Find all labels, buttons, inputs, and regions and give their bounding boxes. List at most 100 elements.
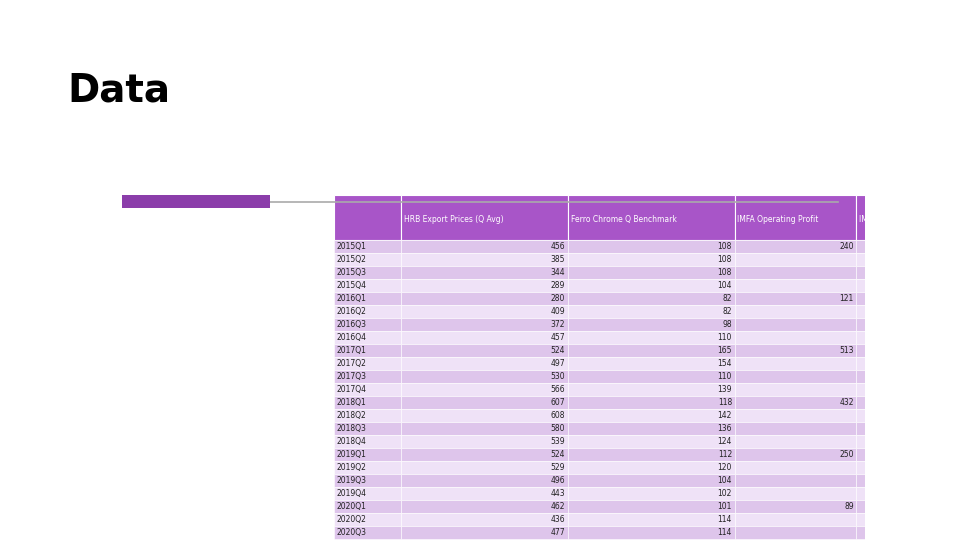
Bar [856, 500, 960, 513]
Bar [401, 305, 568, 318]
Bar [568, 396, 734, 409]
Text: 432: 432 [839, 398, 853, 407]
Text: 372: 372 [551, 320, 565, 329]
Text: 121: 121 [839, 294, 853, 303]
Bar [734, 292, 856, 305]
Bar [568, 266, 734, 279]
Bar [568, 318, 734, 331]
Bar [568, 344, 734, 357]
Bar [856, 318, 960, 331]
Text: 240: 240 [839, 242, 853, 251]
Text: 580: 580 [551, 424, 565, 433]
Bar [333, 513, 401, 526]
Text: 89: 89 [844, 502, 853, 511]
Bar [856, 513, 960, 526]
Bar [734, 461, 856, 474]
Bar [568, 487, 734, 500]
Text: 139: 139 [717, 385, 732, 394]
Bar [333, 370, 401, 383]
Bar [734, 253, 856, 266]
Bar [333, 266, 401, 279]
Bar [333, 409, 401, 422]
Text: 385: 385 [551, 255, 565, 264]
Bar [734, 396, 856, 409]
Text: 250: 250 [839, 450, 853, 459]
Text: 108: 108 [718, 268, 732, 277]
Bar [333, 448, 401, 461]
Bar [401, 435, 568, 448]
Bar [568, 357, 734, 370]
Text: 82: 82 [723, 307, 732, 316]
Text: 124: 124 [718, 437, 732, 446]
Bar [568, 513, 734, 526]
Text: 2015Q3: 2015Q3 [336, 268, 367, 277]
Bar [568, 435, 734, 448]
Text: 82: 82 [723, 294, 732, 303]
Text: 496: 496 [551, 476, 565, 485]
Text: 104: 104 [717, 281, 732, 290]
Bar [333, 357, 401, 370]
Bar [856, 396, 960, 409]
Bar [568, 422, 734, 435]
Text: 289: 289 [551, 281, 565, 290]
Bar [401, 266, 568, 279]
Bar [568, 240, 734, 253]
Text: 2017Q1: 2017Q1 [336, 346, 366, 355]
Bar [568, 253, 734, 266]
Bar [734, 409, 856, 422]
Text: 101: 101 [718, 502, 732, 511]
Bar [734, 331, 856, 344]
Bar [401, 422, 568, 435]
Bar [568, 448, 734, 461]
Text: 457: 457 [551, 333, 565, 342]
Bar [856, 279, 960, 292]
Text: 2015Q1: 2015Q1 [336, 242, 366, 251]
Bar [734, 487, 856, 500]
Text: 530: 530 [551, 372, 565, 381]
Text: Data: Data [67, 72, 171, 110]
Bar [401, 370, 568, 383]
Bar [401, 461, 568, 474]
Bar [401, 279, 568, 292]
Bar [568, 526, 734, 539]
Bar [401, 357, 568, 370]
Text: 409: 409 [551, 307, 565, 316]
Text: 2020Q1: 2020Q1 [336, 502, 366, 511]
Text: 112: 112 [718, 450, 732, 459]
Text: 165: 165 [717, 346, 732, 355]
Bar [856, 240, 960, 253]
Bar [333, 396, 401, 409]
Bar [568, 292, 734, 305]
Text: 108: 108 [718, 255, 732, 264]
Text: 524: 524 [551, 450, 565, 459]
Bar [333, 195, 401, 240]
Bar [734, 474, 856, 487]
Text: 2015Q2: 2015Q2 [336, 255, 366, 264]
Bar [401, 195, 568, 240]
Text: 2018Q1: 2018Q1 [336, 398, 366, 407]
Text: 108: 108 [718, 242, 732, 251]
Text: 2017Q4: 2017Q4 [336, 385, 367, 394]
Bar [734, 370, 856, 383]
Bar [734, 305, 856, 318]
Bar [856, 253, 960, 266]
Bar [568, 474, 734, 487]
Bar [856, 383, 960, 396]
Bar [856, 357, 960, 370]
Text: 497: 497 [551, 359, 565, 368]
Bar [734, 383, 856, 396]
Text: 443: 443 [551, 489, 565, 498]
Bar [401, 292, 568, 305]
Bar [333, 344, 401, 357]
Bar [568, 370, 734, 383]
Text: 2018Q2: 2018Q2 [336, 411, 366, 420]
Bar [856, 266, 960, 279]
Bar [401, 513, 568, 526]
Bar [856, 292, 960, 305]
Bar [734, 240, 856, 253]
Text: 114: 114 [718, 528, 732, 537]
Bar [734, 435, 856, 448]
Text: IMFA Operating Profit: IMFA Operating Profit [737, 215, 819, 224]
Bar [333, 526, 401, 539]
Bar [401, 500, 568, 513]
